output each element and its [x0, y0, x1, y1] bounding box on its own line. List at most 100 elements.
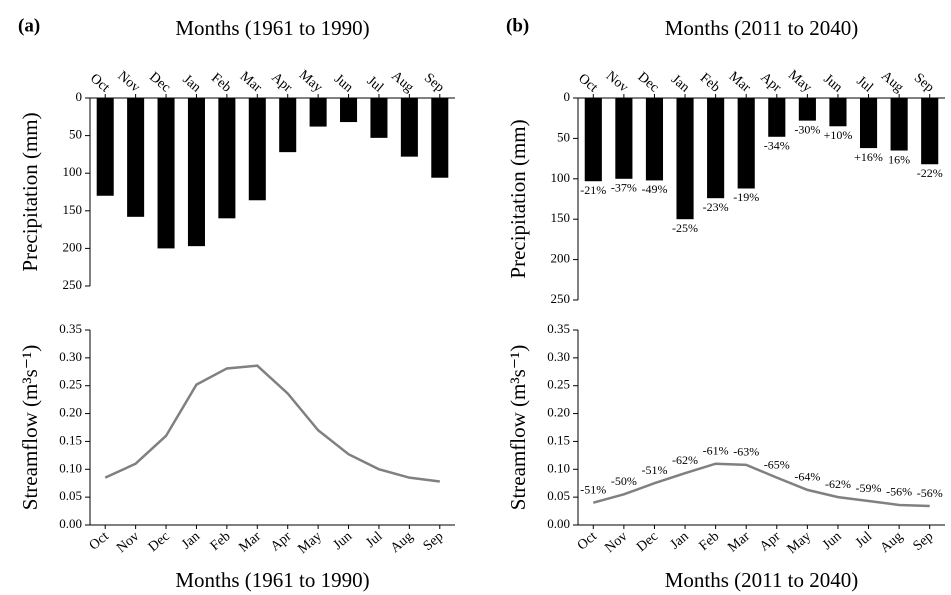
y-tick-label: 0.20 [59, 405, 82, 420]
x-tick-label: Apr [757, 70, 784, 96]
y-tick-label: 0.30 [59, 349, 82, 364]
x-tick-label: Apr [757, 529, 784, 555]
y-tick-label: 0.00 [547, 516, 570, 531]
panel-label: (b) [506, 15, 529, 36]
bar [829, 98, 847, 127]
x-axis-label: Months (2011 to 2040) [665, 568, 858, 592]
bar [218, 98, 236, 219]
change-label: -49% [641, 182, 667, 196]
x-tick-label: Sep [911, 529, 937, 554]
x-tick-label: Aug [388, 69, 416, 96]
change-label: -34% [764, 139, 790, 153]
x-tick-label: Jun [820, 72, 845, 96]
y-axis-label: Streamflow (m³s⁻¹) [506, 345, 530, 510]
bar [584, 98, 602, 182]
change-label: -51% [580, 482, 606, 496]
change-label: -21% [580, 183, 606, 197]
change-label: -25% [672, 221, 698, 235]
x-tick-label: Sep [421, 529, 447, 554]
bar [187, 98, 205, 247]
x-tick-label: Feb [208, 529, 234, 554]
y-tick-label: 0.10 [59, 460, 82, 475]
x-tick-label: Jul [364, 74, 386, 96]
x-tick-label: May [785, 529, 814, 557]
x-tick-label: Apr [268, 70, 295, 96]
y-tick-label: 0.20 [547, 405, 570, 420]
x-tick-label: Jun [331, 72, 356, 96]
x-axis-label: Months (1961 to 1990) [175, 568, 369, 592]
bar [890, 98, 908, 151]
change-label: -63% [733, 445, 759, 459]
change-label: -50% [611, 474, 637, 488]
y-tick-label: 0.15 [547, 432, 570, 447]
bar [676, 98, 694, 220]
x-tick-label: Feb [697, 71, 723, 96]
bar [340, 98, 358, 123]
y-tick-label: 150 [63, 202, 83, 217]
bar [370, 98, 388, 138]
x-tick-label: Nov [114, 529, 142, 556]
change-label: -64% [794, 470, 820, 484]
bar [157, 98, 175, 249]
y-tick-label: 250 [551, 291, 571, 306]
x-tick-label: Feb [697, 529, 723, 554]
change-label: -22% [917, 166, 943, 180]
bar [798, 98, 816, 121]
bar [859, 98, 878, 149]
y-tick-label: 200 [63, 239, 83, 254]
change-label: -59% [856, 481, 882, 495]
x-tick-label: Mar [725, 529, 753, 556]
x-tick-label: Mar [726, 69, 754, 96]
bar [921, 98, 939, 165]
x-tick-label: Dec [146, 529, 173, 555]
bar [400, 98, 418, 157]
x-tick-label: May [296, 68, 325, 96]
x-tick-label: Oct [575, 71, 600, 96]
x-tick-label: Aug [878, 529, 906, 556]
x-tick-label: Jan [179, 529, 203, 552]
bar [768, 98, 786, 137]
panel-label: (a) [18, 15, 40, 36]
x-tick-label: Jun [820, 529, 845, 553]
chart-title: Months (2011 to 2040) [665, 16, 858, 40]
x-tick-label: Oct [87, 71, 112, 96]
x-tick-label: Dec [634, 529, 661, 555]
y-tick-label: 0.15 [59, 432, 82, 447]
y-tick-label: 0.00 [59, 516, 82, 531]
streamflow-line [104, 364, 440, 483]
x-tick-label: Jan [668, 529, 692, 552]
bar [279, 98, 297, 153]
x-tick-label: May [785, 68, 814, 96]
bar [96, 98, 114, 196]
bar [309, 98, 327, 127]
x-tick-label: Jul [853, 74, 875, 96]
x-tick-label: Nov [602, 529, 630, 556]
x-tick-label: Oct [575, 529, 600, 554]
y-tick-label: 50 [69, 127, 82, 142]
bar [127, 98, 145, 217]
x-tick-label: Jan [180, 72, 204, 95]
y-tick-label: 100 [551, 170, 571, 185]
change-label: -37% [611, 181, 637, 195]
change-label: -30% [794, 122, 820, 136]
change-label: +16% [854, 150, 883, 164]
change-label: 16% [888, 152, 910, 166]
change-label: +10% [824, 128, 853, 142]
bar [248, 98, 266, 201]
bar [737, 98, 755, 189]
x-tick-label: Oct [87, 529, 112, 554]
x-tick-label: Feb [208, 71, 234, 96]
y-axis-label: Streamflow (m³s⁻¹) [18, 345, 42, 510]
change-label: -61% [703, 443, 729, 457]
x-tick-label: Sep [421, 71, 447, 96]
x-tick-label: Aug [388, 529, 416, 556]
change-label: -19% [733, 190, 759, 204]
y-axis-label: Precipitation (mm) [18, 112, 42, 271]
x-tick-label: Apr [268, 529, 295, 555]
bar [707, 98, 725, 199]
x-tick-label: Dec [635, 70, 662, 96]
x-tick-label: May [295, 529, 324, 557]
y-tick-label: 0.35 [59, 321, 82, 336]
change-label: -65% [764, 457, 790, 471]
